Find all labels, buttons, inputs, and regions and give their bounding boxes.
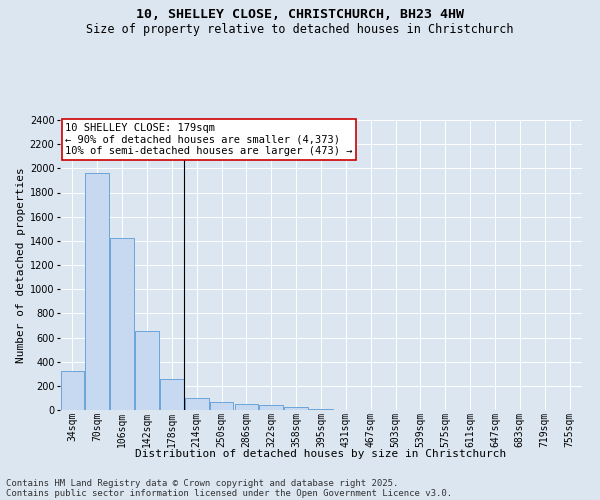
- Text: Size of property relative to detached houses in Christchurch: Size of property relative to detached ho…: [86, 22, 514, 36]
- Bar: [110, 238, 134, 410]
- Text: Contains public sector information licensed under the Open Government Licence v3: Contains public sector information licen…: [6, 488, 452, 498]
- Bar: [85, 173, 109, 410]
- Bar: [235, 404, 258, 410]
- Bar: [284, 407, 308, 410]
- Text: 10 SHELLEY CLOSE: 179sqm
← 90% of detached houses are smaller (4,373)
10% of sem: 10 SHELLEY CLOSE: 179sqm ← 90% of detach…: [65, 123, 353, 156]
- Bar: [160, 378, 184, 410]
- Bar: [259, 405, 283, 410]
- Bar: [185, 398, 209, 410]
- Bar: [135, 332, 159, 410]
- Bar: [210, 402, 233, 410]
- Y-axis label: Number of detached properties: Number of detached properties: [16, 167, 26, 363]
- Text: 10, SHELLEY CLOSE, CHRISTCHURCH, BH23 4HW: 10, SHELLEY CLOSE, CHRISTCHURCH, BH23 4H…: [136, 8, 464, 20]
- X-axis label: Distribution of detached houses by size in Christchurch: Distribution of detached houses by size …: [136, 450, 506, 460]
- Text: Contains HM Land Registry data © Crown copyright and database right 2025.: Contains HM Land Registry data © Crown c…: [6, 478, 398, 488]
- Bar: [61, 372, 84, 410]
